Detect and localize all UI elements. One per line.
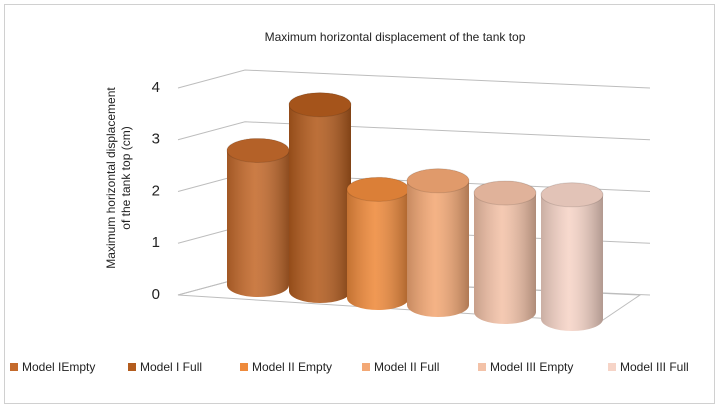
legend-swatch [10,363,18,371]
y-tick-label: 2 [152,182,160,199]
bar-shade [289,92,351,303]
legend-label: Model III Full [620,360,689,374]
y-tick-label: 4 [152,79,160,96]
bar-shade [227,138,289,297]
bar-top-shade [227,138,289,163]
legend-label: Model II Empty [252,360,332,374]
bar-top-shade [541,182,603,207]
bar-top [288,92,352,118]
bar-shade [541,182,603,331]
bar-top-shade [347,177,409,202]
legend-label: Model III Empty [490,360,573,374]
y-tick-label: 0 [152,286,160,303]
legend-label: Model IEmpty [22,360,95,374]
y-tick-label: 1 [152,234,160,251]
y-axis-label: of the tank top (cm) [119,126,133,229]
chart-title: Maximum horizontal displacement of the t… [265,30,526,44]
bar-shade [407,168,469,317]
legend-swatch [478,363,486,371]
bar-top [473,180,537,206]
y-axis-label: Maximum horizontal displacement [104,87,118,269]
bar-top [540,182,604,208]
grid-line [177,121,651,141]
bar-top [406,168,470,194]
bar-top-shade [407,168,469,193]
legend-swatch [362,363,370,371]
bar-shade [474,180,536,324]
bar-top-shade [289,92,351,117]
bar-top-shade [474,180,536,205]
legend-swatch [608,363,616,371]
legend-label: Model II Full [374,360,439,374]
legend-label: Model I Full [140,360,202,374]
legend-swatch [128,363,136,371]
grid-line [177,69,651,89]
y-tick-label: 3 [152,131,160,148]
legend-swatch [240,363,248,371]
bar-shade [347,177,409,310]
